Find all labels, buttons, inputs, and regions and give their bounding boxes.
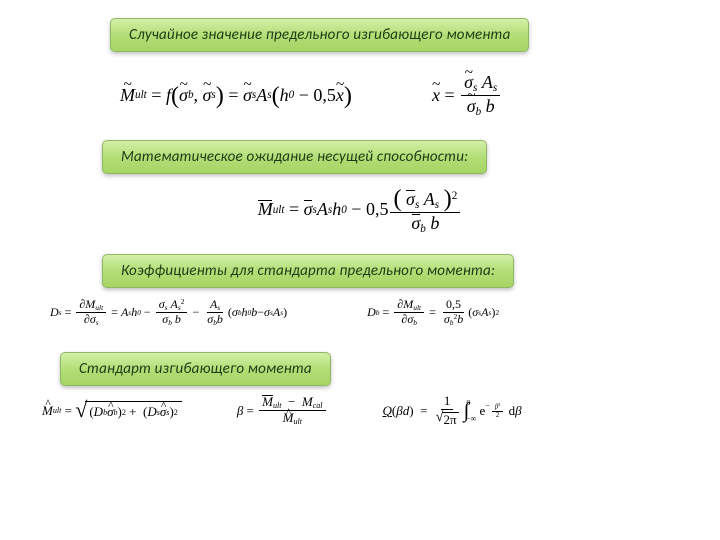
eq-row-1: Mult = f ( σb , σs ) = σs As ( h0 − 0,5 …	[120, 72, 690, 118]
eq3-right: Db = ∂Mult ∂σb = 0,5 σb2b (σs As)2	[367, 298, 499, 328]
eq-row-4: Mult = √ (Db σb)2 + (Ds σs)2 β = Mult	[42, 394, 690, 428]
eq3-left: Ds = ∂Mult ∂σs = As h0 − σs As2 σb b	[50, 298, 287, 328]
eq1-Mult: M	[120, 85, 135, 106]
eq4-b: β = Mult − Mcal Mult	[237, 395, 328, 427]
banner-expectation: Математическое ожидание несущей способно…	[102, 140, 487, 174]
eq1-right: x = σs As σb b	[432, 72, 502, 118]
slide: Случайное значение предельного изгибающе…	[0, 0, 720, 540]
eq-row-3: Ds = ∂Mult ∂σs = As h0 − σs As2 σb b	[50, 298, 680, 328]
eq1-left: Mult = f ( σb , σs ) = σs As ( h0 − 0,5 …	[120, 81, 352, 109]
banner-random-moment: Случайное значение предельного изгибающе…	[110, 18, 529, 52]
eq2: Mult = σs As h0 − 0,5 ( σs As )2 σb b	[258, 184, 463, 236]
banner-coefficients: Коэффициенты для стандарта предельного м…	[102, 254, 514, 288]
eq-row-2: Mult = σs As h0 − 0,5 ( σs As )2 σb b	[30, 184, 690, 236]
eq4-c: Q(βd) = 1 √2π ∫ β−∞ e−β22 dβ	[383, 394, 522, 428]
eq4-a: Mult = √ (Db σb)2 + (Ds σs)2	[42, 401, 182, 420]
banner-standard: Стандарт изгибающего момента	[60, 352, 331, 386]
